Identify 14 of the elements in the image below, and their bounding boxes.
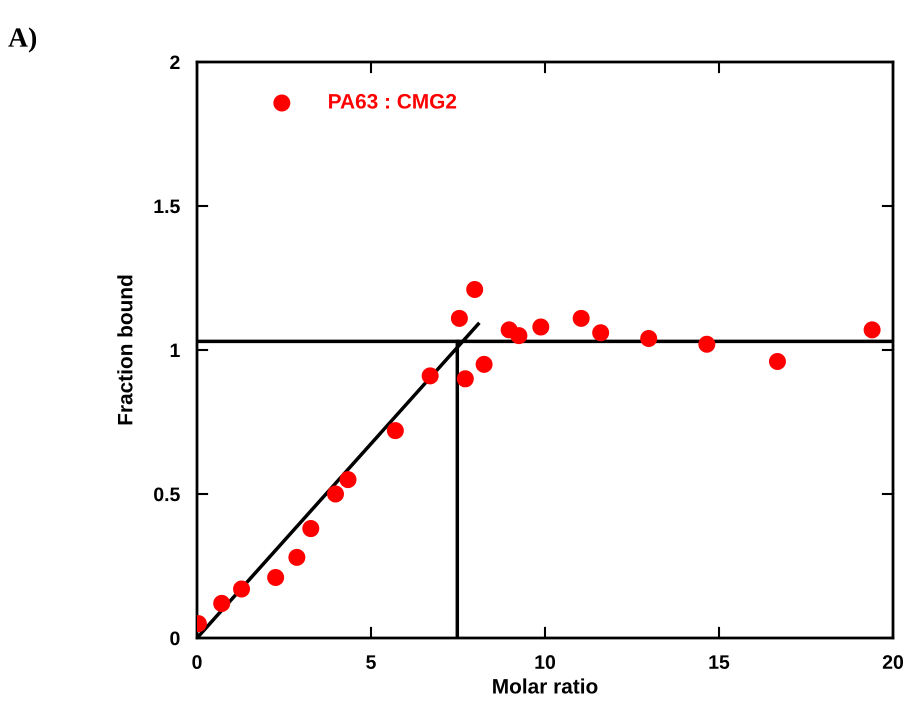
x-tick-label: 15 (709, 655, 730, 669)
x-tick-label: 5 (366, 655, 376, 669)
y-axis-title: Fraction bound (117, 276, 133, 424)
legend-label: PA63 : CMG2 (329, 94, 456, 109)
y-tick-label: 2 (170, 55, 180, 70)
y-tick-label: 1 (170, 344, 180, 358)
y-tick-label: 0 (170, 631, 180, 646)
text: A) (8, 27, 36, 53)
x-tick-label: 20 (882, 655, 904, 669)
y-tick-label: 0.5 (154, 487, 180, 502)
x-axis-title: Molar ratio (493, 678, 598, 694)
y-tick-label: 1.5 (154, 200, 180, 214)
x-tick-label: 10 (535, 655, 556, 669)
x-tick-label: 0 (192, 655, 202, 669)
